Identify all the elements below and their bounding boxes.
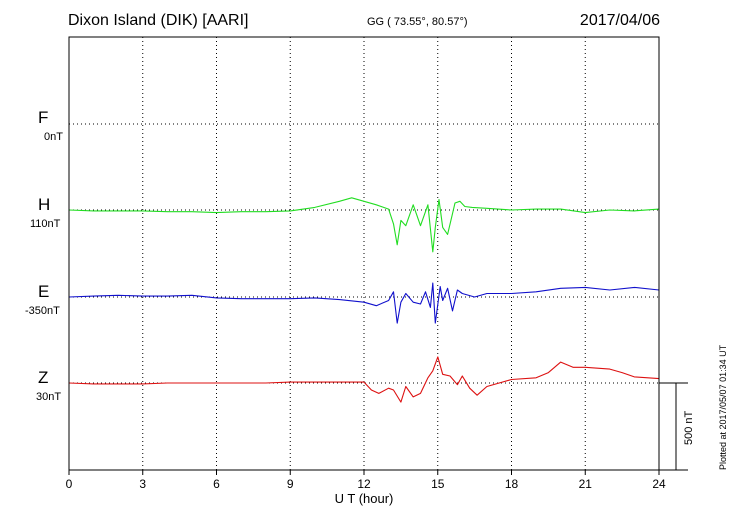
component-label-e: E (38, 282, 50, 301)
x-ticks: 0 3 6 9 12 15 18 21 24 (66, 470, 666, 491)
baseline-label-f: 0nT (44, 131, 63, 143)
x-tick-label: 21 (579, 477, 593, 491)
x-tick-label: 18 (505, 477, 519, 491)
observation-date: 2017/04/06 (579, 12, 660, 29)
baseline-label-h: 110nT (30, 218, 61, 230)
grid-lines (142, 37, 586, 470)
series-line-z (68, 356, 660, 403)
series-line-e (68, 282, 660, 324)
plotted-timestamp: Plotted at 2017/05/07 01:34 UT (718, 344, 728, 470)
x-tick-label: 0 (66, 477, 73, 491)
component-label-h: H (38, 195, 51, 214)
scale-bar (659, 382, 688, 471)
series-line-h (68, 197, 660, 253)
x-tick-label: 3 (139, 477, 146, 491)
geographic-coordinates: GG ( 73.55°, 80.57°) (367, 16, 468, 28)
x-tick-label: 24 (652, 477, 666, 491)
station-title: Dixon Island (DIK) [AARI] (68, 12, 249, 29)
x-tick-label: 12 (357, 477, 371, 491)
baseline-label-e: -350nT (25, 305, 60, 317)
scale-bar-label: 500 nT (683, 410, 695, 445)
x-axis-label: U T (hour) (335, 491, 394, 506)
component-label-f: F (38, 108, 49, 127)
series-lines (68, 197, 660, 403)
component-label-z: Z (38, 368, 49, 387)
x-tick-label: 9 (287, 477, 294, 491)
x-tick-label: 6 (213, 477, 220, 491)
x-tick-label: 15 (431, 477, 445, 491)
baseline-label-z: 30nT (36, 391, 62, 403)
